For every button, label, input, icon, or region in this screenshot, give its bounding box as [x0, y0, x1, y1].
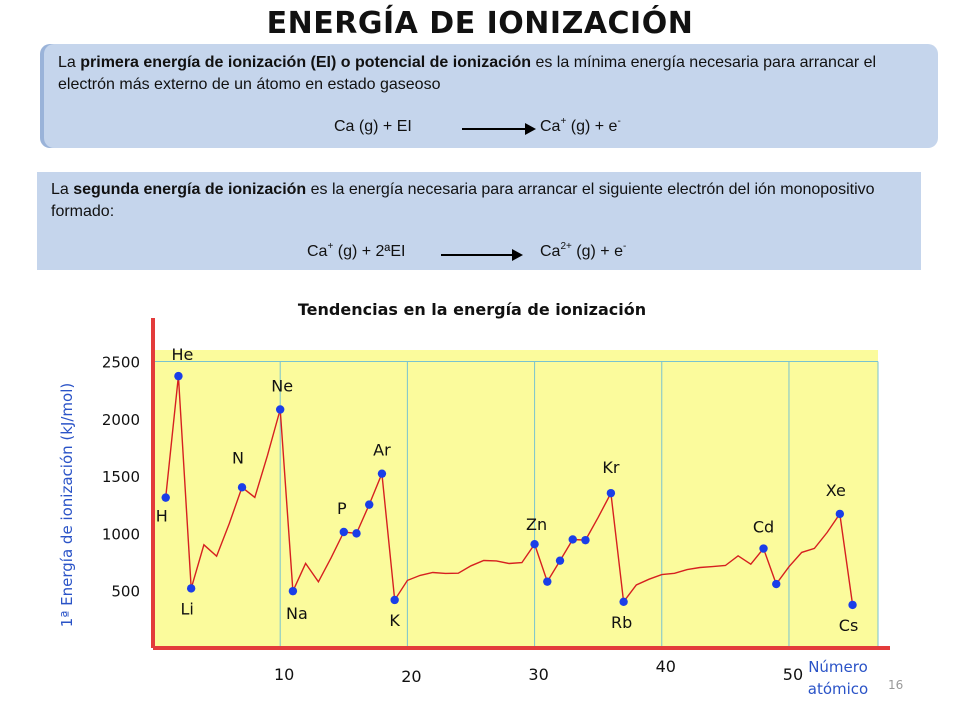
- data-point-marker: [772, 579, 781, 589]
- y-axis-label: 1ª Energía de ionización (kJ/mol): [58, 383, 76, 627]
- y-tick-label: 2500: [102, 353, 140, 371]
- element-label: K: [389, 611, 400, 630]
- data-point-marker: [619, 597, 628, 607]
- element-label: Li: [180, 599, 193, 618]
- x-tick-label: 10: [274, 665, 294, 684]
- page-number: 16: [888, 678, 904, 692]
- data-point-marker: [352, 529, 361, 538]
- data-point-marker: [377, 469, 387, 478]
- second-equation-right: Ca2+ (g) + e-: [540, 241, 627, 261]
- data-point-marker: [759, 544, 768, 553]
- first-ionization-term: primera energía de ionización (EI) o pot…: [80, 54, 531, 71]
- reaction-arrow-icon: [462, 123, 536, 135]
- x-tick-label: 30: [528, 665, 548, 684]
- y-tick-label: 500: [111, 583, 140, 601]
- element-label: Rb: [611, 613, 632, 632]
- element-label: Cd: [753, 518, 774, 537]
- data-point-marker: [543, 577, 552, 586]
- element-label: N: [232, 448, 244, 467]
- element-label: P: [337, 499, 347, 518]
- data-point-marker: [174, 371, 183, 381]
- data-point-marker: [530, 539, 539, 549]
- element-label: Ne: [271, 376, 293, 395]
- y-tick-label: 1000: [102, 525, 140, 543]
- y-tick-label: 1500: [102, 468, 140, 486]
- first-ionization-definition-text: La primera energía de ionización (EI) o …: [58, 54, 877, 93]
- page-title: ENERGÍA DE IONIZACIÓN: [266, 6, 694, 41]
- data-point-marker: [555, 556, 565, 565]
- reaction-arrow-icon: [441, 249, 523, 261]
- x-axis-label: Número: [808, 658, 868, 676]
- first-equation-left: Ca (g) + EI: [334, 118, 412, 135]
- x-tick-label: 20: [401, 667, 421, 686]
- element-label: Na: [286, 604, 308, 623]
- x-tick-label: 50: [783, 665, 803, 684]
- element-label: Cs: [839, 616, 859, 635]
- data-point-marker: [161, 493, 170, 502]
- data-point-marker: [390, 595, 399, 605]
- data-point-marker: [237, 483, 247, 492]
- data-point-marker: [275, 405, 285, 414]
- x-tick-label: 40: [656, 657, 676, 676]
- first-ionization-definition-box: La primera energía de ionización (EI) o …: [44, 44, 938, 148]
- data-point-marker: [339, 527, 348, 537]
- element-label: H: [156, 507, 168, 526]
- element-label: Zn: [526, 515, 547, 534]
- data-point-marker: [365, 500, 374, 509]
- data-point-marker: [835, 509, 845, 519]
- chart-title: Tendencias en la energía de ionización: [298, 300, 646, 319]
- element-label: He: [172, 345, 194, 364]
- data-point-marker: [568, 535, 577, 544]
- element-label: Ar: [373, 441, 391, 460]
- data-point-marker: [606, 488, 616, 498]
- second-ionization-term: segunda energía de ionización: [73, 181, 307, 198]
- element-label: Kr: [602, 458, 619, 477]
- data-point-marker: [848, 600, 857, 610]
- element-label: Xe: [826, 481, 846, 500]
- plot-area: [153, 350, 878, 648]
- y-tick-label: 2000: [102, 411, 140, 429]
- second-equation-left: Ca+ (g) + 2ªEI: [307, 241, 406, 261]
- data-point-marker: [186, 584, 196, 593]
- second-ionization-definition-box: La segunda energía de ionización es la e…: [37, 172, 921, 270]
- second-ionization-definition-text: La segunda energía de ionización es la e…: [51, 181, 875, 220]
- data-point-marker: [288, 586, 298, 596]
- data-point-marker: [581, 535, 590, 545]
- first-equation-right: Ca+ (g) + e-: [540, 116, 621, 136]
- x-axis-label: atómico: [808, 680, 868, 698]
